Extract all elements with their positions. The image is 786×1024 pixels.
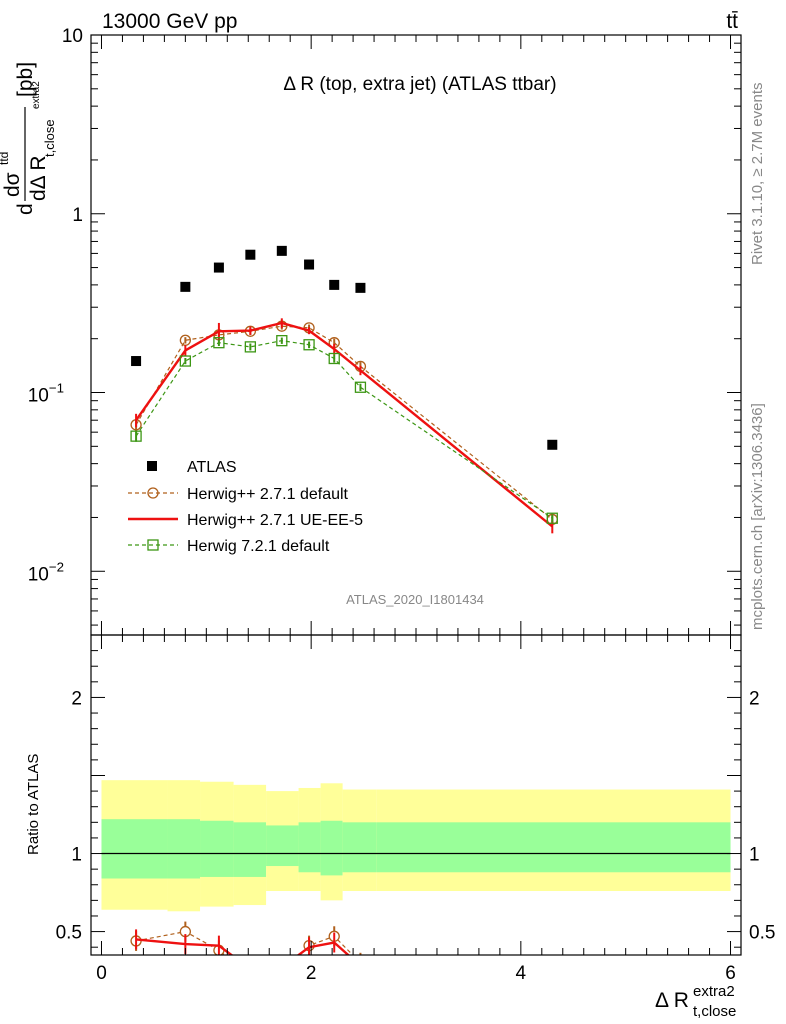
ylabel-numerator: dσ (1, 172, 24, 197)
ylabel-unit: [pb] (14, 62, 37, 97)
ylabel-prefix: d (14, 203, 37, 215)
data-point-atlas (180, 281, 191, 292)
x-tick-label: 2 (306, 963, 317, 984)
rivet-version-label: Rivet 3.1.10, ≥ 2.7M events (749, 83, 766, 266)
ratio-band-inner (233, 822, 267, 877)
data-point-atlas (131, 356, 142, 367)
ratio-y-tick-label-left: 1 (71, 845, 82, 866)
data-point-atlas (276, 245, 287, 256)
data-point-h721 (213, 337, 225, 349)
legend-marker-atlas (147, 461, 157, 471)
legend-label-h271ue: Herwig++ 2.7.1 UE-EE-5 (187, 512, 363, 529)
ratio-uncertainty-bands (101, 780, 731, 912)
series-line-h271def (135, 325, 553, 520)
legend: ATLAS Herwig++ 2.7.1 default Herwig++ 2.… (128, 459, 363, 555)
ratio-y-tick-label-right: 0.5 (749, 923, 775, 944)
x-tick-label: 6 (725, 963, 736, 984)
main-y-tick-label: 10−2 (28, 559, 64, 585)
ylabel-denominator-subsup: extra2 (31, 81, 42, 109)
data-point-h721 (328, 352, 340, 365)
ratio-y-axis-label: Ratio to ATLAS (25, 754, 42, 855)
axis-ticks (91, 34, 741, 955)
data-point-atlas (355, 282, 366, 293)
x-tick-label: 0 (96, 963, 107, 984)
ratio-point-h271def (245, 970, 255, 980)
analysis-id: ATLAS_2020_I1801434 (346, 592, 484, 607)
data-point-h721 (244, 341, 257, 353)
main-y-tick-label: 10 (62, 26, 83, 47)
ratio-point-h271def (355, 958, 365, 968)
data-point-h721 (179, 355, 192, 367)
ylabel-denominator: dΔ R (27, 155, 50, 201)
ylabel-numerator-sup: ttd (0, 152, 11, 165)
legend-label-atlas: ATLAS (187, 459, 237, 476)
legend-marker-h721 (147, 539, 159, 551)
ratio-band-inner (200, 820, 234, 877)
data-point-atlas (547, 439, 558, 450)
data-point-h721 (303, 339, 315, 351)
ratio-band-inner (320, 820, 343, 876)
data-point-atlas (213, 262, 224, 273)
legend-entry-h271def: Herwig++ 2.7.1 default (128, 486, 349, 503)
ratio-point-h271def (277, 969, 287, 979)
data-point-h721 (130, 430, 142, 442)
ratio-band-inner (167, 819, 201, 879)
ratio-y-tick-label-right: 2 (749, 688, 760, 709)
main-y-tick-label-exponent: −2 (49, 559, 64, 574)
data-point-h721 (354, 381, 367, 393)
xlabel-sup: extra2 (693, 983, 735, 1000)
main-y-axis-label: d dσ ttd dΔ R t,close extra2 [pb] (0, 62, 57, 215)
main-y-tick-label-exponent: −1 (49, 381, 64, 396)
main-curves (130, 245, 558, 534)
main-y-tick-label: 10−1 (28, 381, 64, 407)
mcplots-label: mcplots.cern.ch [arXiv:1306.3436] (749, 403, 766, 630)
x-axis-label: Δ R extra2 t,close (655, 983, 736, 1020)
ratio-y-tick-label-left: 2 (71, 688, 82, 709)
plot-title: Δ R (top, extra jet) (ATLAS ttbar) (283, 74, 556, 95)
data-point-h721 (276, 335, 288, 347)
ratio-y-tick-label-right: 1 (749, 845, 760, 866)
ratio-band-inner (298, 822, 321, 873)
ratio-band-inner (376, 822, 731, 873)
legend-marker-h271def (147, 487, 159, 499)
x-tick-label: 4 (516, 963, 527, 984)
ylabel-denominator-sub: t,close (42, 119, 57, 157)
legend-entry-h721: Herwig 7.2.1 default (128, 538, 330, 555)
legend-label-h721: Herwig 7.2.1 default (187, 538, 330, 555)
data-point-atlas (329, 279, 340, 290)
ratio-line-h271def (135, 930, 354, 955)
ratio-band-inner (101, 819, 168, 879)
legend-label-h271def: Herwig++ 2.7.1 default (187, 486, 349, 503)
legend-entry-h271ue: Herwig++ 2.7.1 UE-EE-5 (128, 512, 363, 529)
energy-label: 13000 GeV pp (102, 10, 237, 33)
process-label: tt̄ (726, 10, 738, 33)
axis-tick-labels: 10 1 10−1 10−2 2 2 1 1 0.5 0.5 0 2 4 6 (28, 26, 776, 984)
xlabel-main: Δ R (655, 989, 689, 1012)
ratio-y-tick-label-left: 0.5 (56, 923, 82, 944)
legend-entry-atlas: ATLAS (147, 459, 237, 476)
main-y-tick-label: 1 (72, 205, 83, 226)
xlabel-sub: t,close (693, 1003, 736, 1020)
data-point-atlas (245, 249, 256, 260)
ratio-band-inner (342, 822, 377, 873)
data-point-atlas (304, 259, 315, 270)
ratio-line-h271ue (135, 938, 351, 955)
data-point-h721 (546, 512, 558, 524)
ratio-band-inner (266, 825, 299, 867)
